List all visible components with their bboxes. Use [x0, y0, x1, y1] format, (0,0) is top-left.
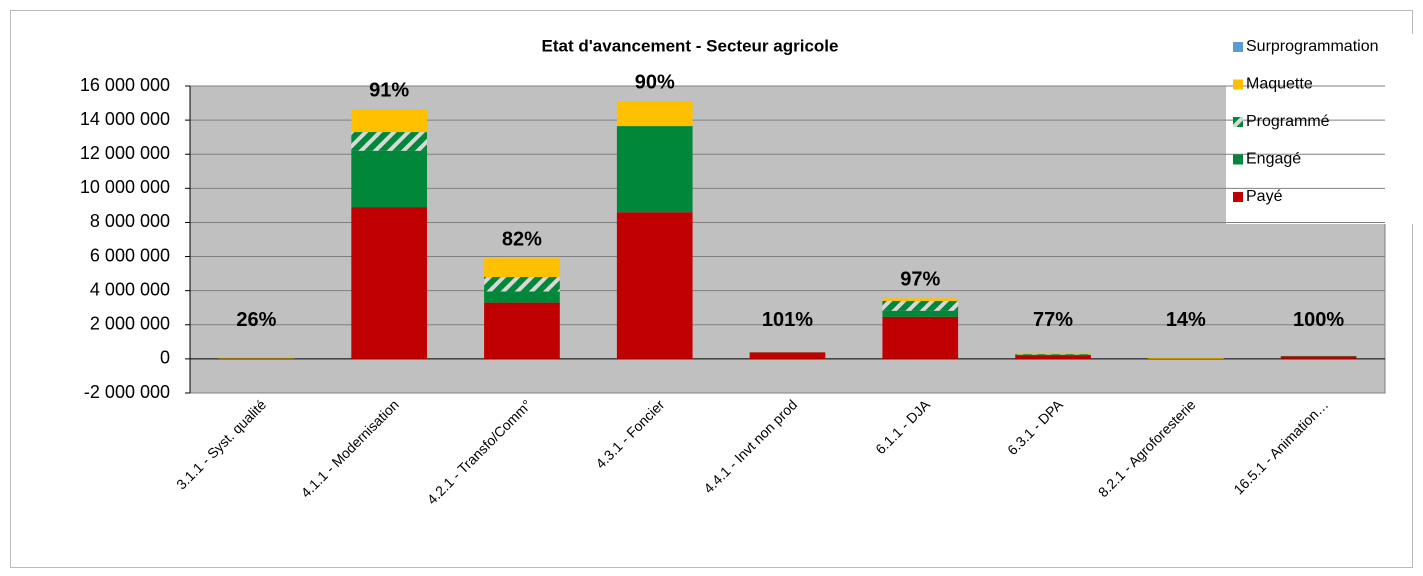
- legend-swatch: [1233, 117, 1243, 127]
- legend-swatch: [1233, 79, 1243, 90]
- bar-segment: [882, 298, 959, 301]
- legend-swatch: [1233, 192, 1243, 202]
- bar-segment: [484, 302, 560, 359]
- bar-segment: [484, 258, 560, 278]
- percent-label: 97%: [900, 269, 940, 291]
- bar-segment: [218, 356, 295, 359]
- bar-segment: [882, 310, 959, 317]
- legend-label: Engagé: [1246, 151, 1301, 168]
- y-tick-label: 4 000 000: [90, 279, 170, 299]
- bar-segment: [351, 150, 428, 208]
- percent-label: 77%: [1033, 309, 1073, 331]
- percent-label: 90%: [635, 72, 675, 94]
- legend-label: Payé: [1246, 188, 1283, 205]
- bar-segment: [351, 207, 428, 359]
- bar-segment: [749, 352, 826, 359]
- bar-segment: [1280, 356, 1357, 359]
- percent-label: 82%: [502, 229, 542, 251]
- percent-label: 26%: [236, 309, 276, 331]
- bar-segment: [1015, 355, 1091, 359]
- bar-segment: [351, 132, 428, 151]
- y-tick-label: 12 000 000: [80, 143, 170, 163]
- bar-segment: [351, 109, 428, 133]
- bar-segment: [882, 300, 959, 311]
- percent-label: 100%: [1293, 309, 1344, 331]
- bar-segment: [1280, 355, 1357, 356]
- bar-segment: [616, 126, 693, 213]
- y-tick-label: 14 000 000: [80, 109, 170, 129]
- bar-segment: [616, 212, 693, 359]
- y-tick-label: 6 000 000: [90, 245, 170, 265]
- legend-label: Maquette: [1246, 76, 1313, 93]
- legend-swatch: [1233, 154, 1243, 165]
- bar-segment: [1147, 357, 1224, 359]
- y-tick-label: 16 000 000: [80, 75, 170, 95]
- legend-label: Programmé: [1246, 113, 1330, 130]
- y-tick-label: 0: [160, 348, 170, 368]
- bar-segment: [1015, 352, 1091, 355]
- bar-segment: [484, 277, 560, 292]
- percent-label: 14%: [1166, 309, 1206, 331]
- y-tick-label: 2 000 000: [90, 314, 170, 334]
- bar-segment: [1015, 354, 1091, 356]
- percent-label: 101%: [762, 309, 813, 331]
- legend-swatch: [1233, 42, 1243, 52]
- y-tick-label: -2 000 000: [84, 382, 170, 402]
- chart-title: Etat d'avancement - Secteur agricole: [542, 36, 839, 55]
- bar-segment: [1015, 354, 1091, 355]
- bar-segment: [484, 291, 560, 303]
- legend: [1226, 34, 1414, 224]
- bar-segment: [616, 101, 693, 127]
- y-tick-label: 10 000 000: [80, 177, 170, 197]
- y-tick-label: 8 000 000: [90, 211, 170, 231]
- percent-label: 91%: [369, 79, 409, 101]
- legend-label: Surprogrammation: [1246, 38, 1379, 55]
- bar-segment: [882, 316, 959, 359]
